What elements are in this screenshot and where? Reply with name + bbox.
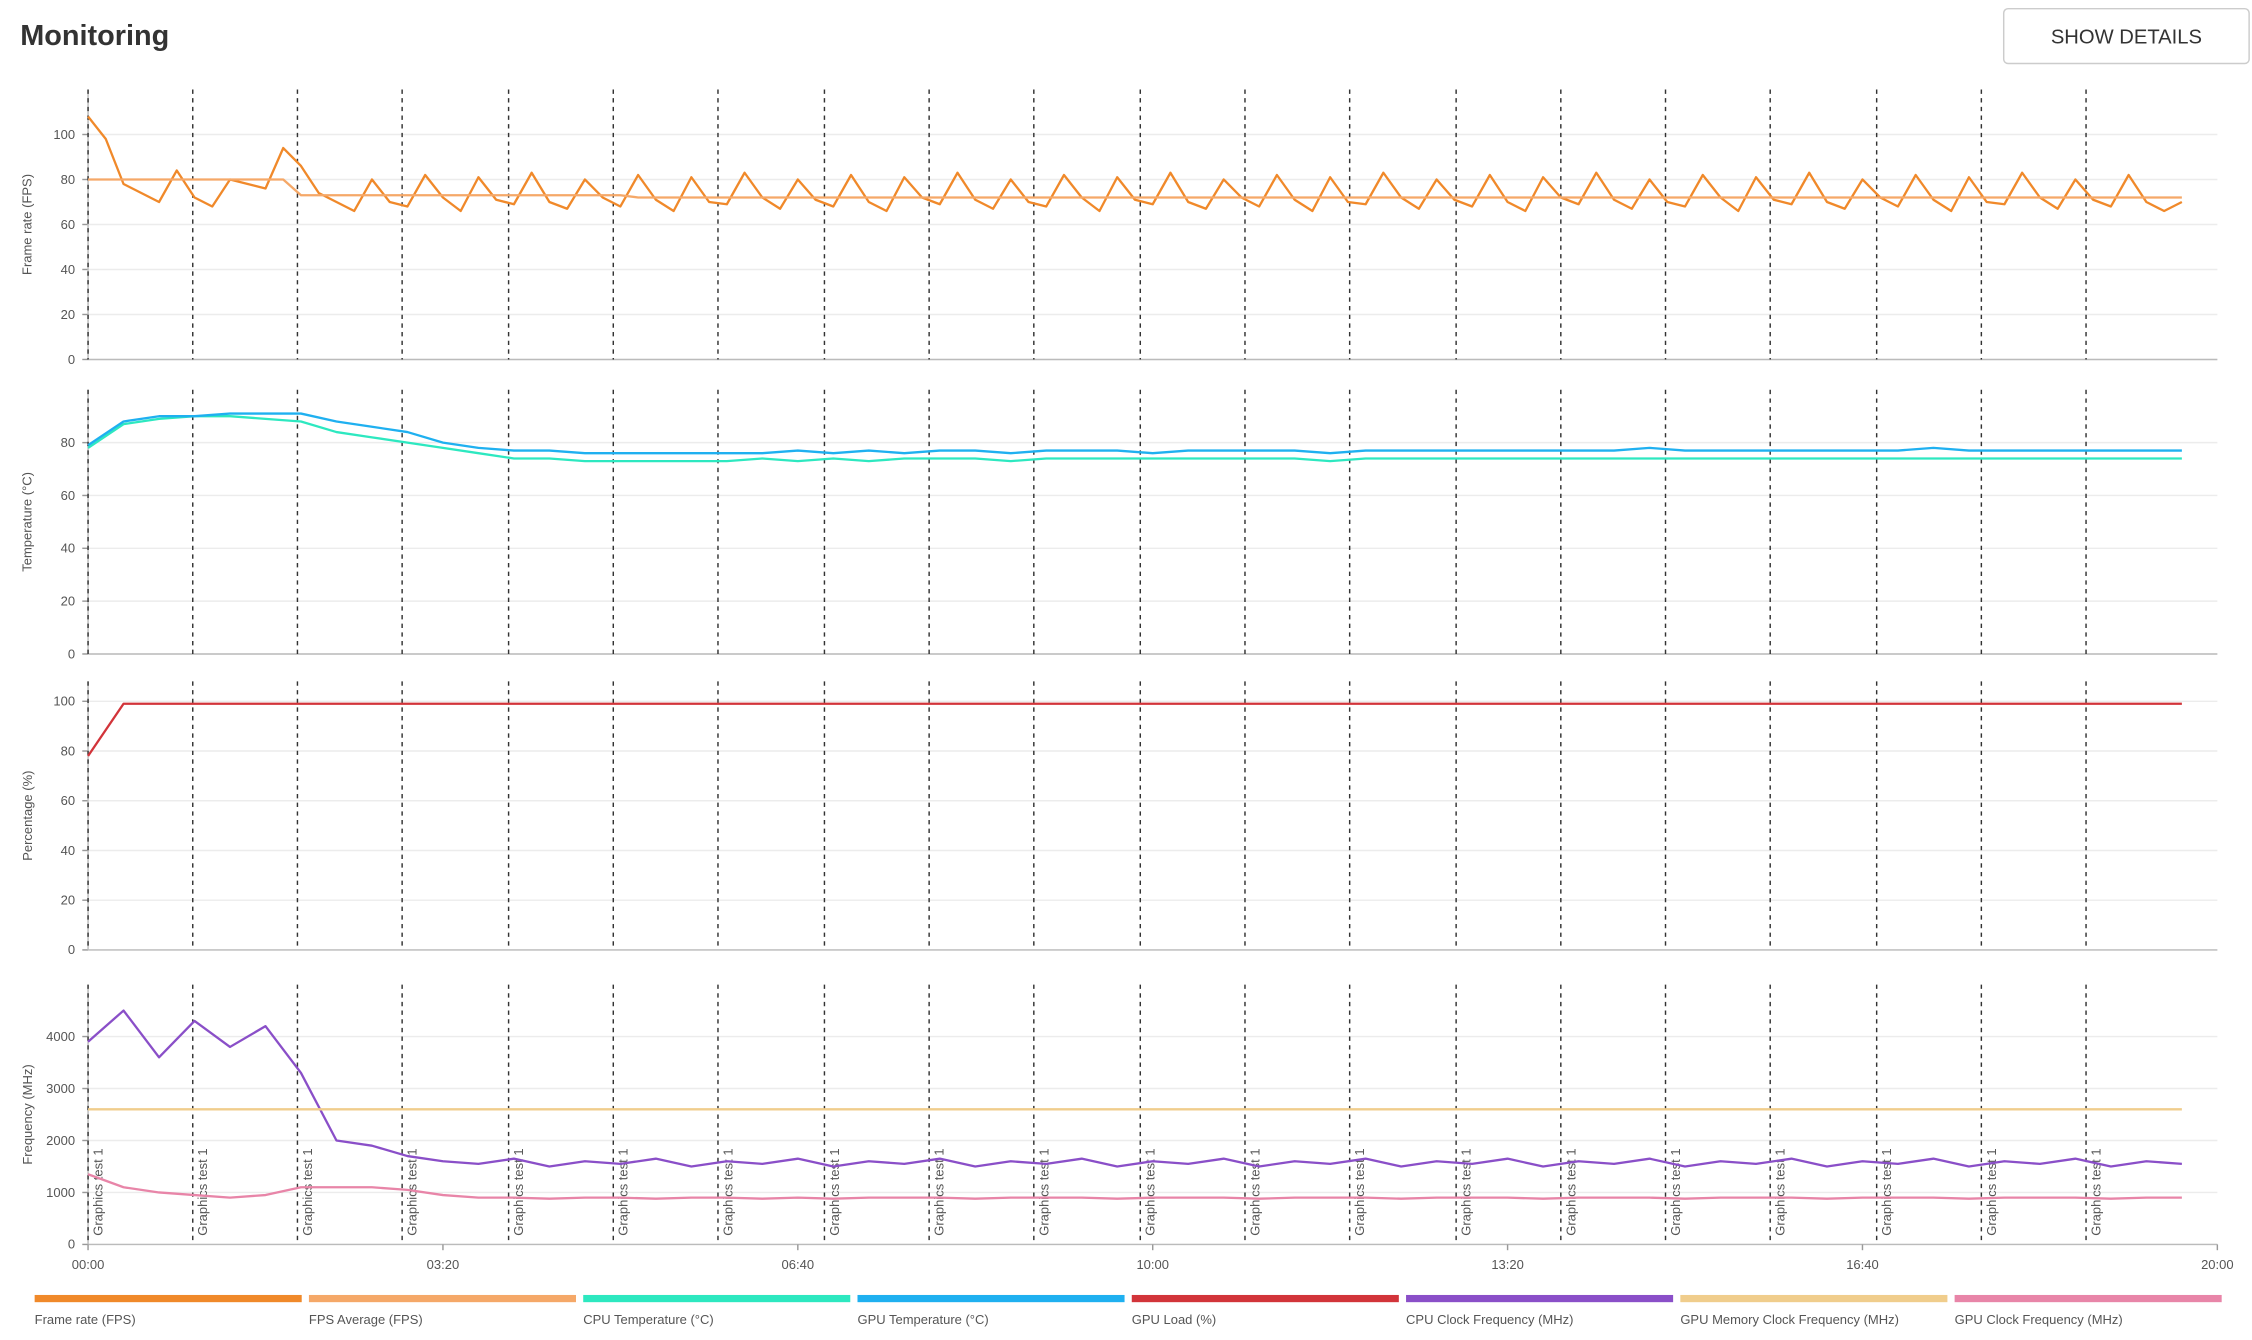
test-marker-label: Graphics test 1 <box>511 1148 526 1235</box>
y-axis-title: Percentage (%) <box>20 771 35 861</box>
y-tick-label: 60 <box>61 793 75 808</box>
test-marker-label: Graphics test 1 <box>195 1148 210 1235</box>
legend-swatch[interactable] <box>1954 1294 2222 1303</box>
series-line <box>88 178 2182 199</box>
y-tick-label: 40 <box>61 843 75 858</box>
y-tick-label: 20 <box>61 893 75 908</box>
y-tick-label: 60 <box>61 217 75 232</box>
y-tick-label: 3000 <box>46 1081 75 1096</box>
legend-label[interactable]: GPU Clock Frequency (MHz) <box>1955 1312 2123 1327</box>
test-marker-label: Graphics test 1 <box>932 1148 947 1235</box>
test-marker-label: Graphics test 1 <box>90 1148 105 1235</box>
test-marker-label: Graphics test 1 <box>1247 1148 1262 1235</box>
series-line <box>87 1009 2182 1168</box>
x-tick-label: 10:00 <box>1136 1257 1168 1272</box>
legend-label[interactable]: Frame rate (FPS) <box>35 1312 136 1327</box>
x-tick-label: 13:20 <box>1491 1257 1523 1272</box>
legend-swatch[interactable] <box>34 1294 302 1303</box>
y-tick-label: 0 <box>68 1237 75 1252</box>
x-tick-label: 03:20 <box>427 1257 459 1272</box>
test-marker-label: Graphics test 1 <box>1036 1148 1051 1235</box>
y-tick-label: 0 <box>68 646 75 661</box>
legend-label[interactable]: GPU Memory Clock Frequency (MHz) <box>1680 1312 1899 1327</box>
legend-label[interactable]: FPS Average (FPS) <box>309 1312 423 1327</box>
series-line <box>87 115 2183 213</box>
y-tick-label: 20 <box>61 593 75 608</box>
y-tick-label: 80 <box>61 435 75 450</box>
legend-label[interactable]: GPU Temperature (°C) <box>857 1312 988 1327</box>
y-tick-label: 60 <box>61 488 75 503</box>
test-marker-label: Graphics test 1 <box>1773 1148 1788 1235</box>
legend-label[interactable]: CPU Clock Frequency (MHz) <box>1406 1312 1573 1327</box>
y-tick-label: 100 <box>53 694 75 709</box>
y-tick-label: 100 <box>53 127 75 142</box>
y-tick-label: 1000 <box>46 1185 75 1200</box>
page-title: Monitoring <box>20 20 169 52</box>
y-tick-label: 20 <box>61 307 75 322</box>
test-marker-label: Graphics test 1 <box>300 1148 315 1235</box>
x-tick-label: 16:40 <box>1846 1257 1878 1272</box>
legend-swatch[interactable] <box>308 1294 576 1303</box>
x-tick-label: 00:00 <box>72 1257 104 1272</box>
test-marker-label: Graphics test 1 <box>720 1148 735 1235</box>
series-line <box>87 415 2182 463</box>
test-marker-label: Graphics test 1 <box>827 1148 842 1235</box>
series-line <box>87 1173 2182 1200</box>
legend-swatch[interactable] <box>1406 1294 1674 1303</box>
legend-swatch[interactable] <box>1131 1294 1399 1303</box>
button-label[interactable]: SHOW DETAILS <box>2051 26 2202 48</box>
legend-swatch[interactable] <box>583 1294 851 1303</box>
legend-swatch[interactable] <box>857 1294 1125 1303</box>
test-marker-label: Graphics test 1 <box>1352 1148 1367 1235</box>
y-tick-label: 2000 <box>46 1133 75 1148</box>
test-marker-label: Graphics test 1 <box>1563 1148 1578 1235</box>
y-tick-label: 80 <box>61 743 75 758</box>
test-marker-label: Graphics test 1 <box>405 1148 420 1235</box>
series-line <box>87 412 2182 455</box>
y-tick-label: 80 <box>61 172 75 187</box>
y-tick-label: 0 <box>68 352 75 367</box>
y-axis-title: Frame rate (FPS) <box>20 174 35 275</box>
button-frame[interactable] <box>2002 7 2250 65</box>
y-tick-label: 0 <box>68 942 75 957</box>
y-tick-label: 4000 <box>46 1029 75 1044</box>
x-tick-label: 20:00 <box>2201 1257 2233 1272</box>
legend-swatch[interactable] <box>1680 1294 1948 1303</box>
legend-label[interactable]: CPU Temperature (°C) <box>583 1312 714 1327</box>
test-marker-label: Graphics test 1 <box>616 1148 631 1235</box>
legend-label[interactable]: GPU Load (%) <box>1132 1312 1216 1327</box>
test-marker-label: Graphics test 1 <box>1984 1148 1999 1235</box>
test-marker-label: Graphics test 1 <box>1668 1148 1683 1235</box>
y-tick-label: 40 <box>61 541 75 556</box>
y-tick-label: 40 <box>61 262 75 277</box>
test-marker-label: Graphics test 1 <box>1143 1148 1158 1235</box>
test-marker-label: Graphics test 1 <box>1459 1148 1474 1235</box>
y-axis-title: Frequency (MHz) <box>20 1064 35 1164</box>
test-marker-label: Graphics test 1 <box>1879 1148 1894 1235</box>
show-details-button[interactable]: SHOW DETAILS <box>2002 7 2250 65</box>
y-axis-title: Temperature (°C) <box>20 472 35 572</box>
test-marker-label: Graphics test 1 <box>2088 1148 2103 1235</box>
x-tick-label: 06:40 <box>782 1257 814 1272</box>
series-line <box>87 702 2182 757</box>
